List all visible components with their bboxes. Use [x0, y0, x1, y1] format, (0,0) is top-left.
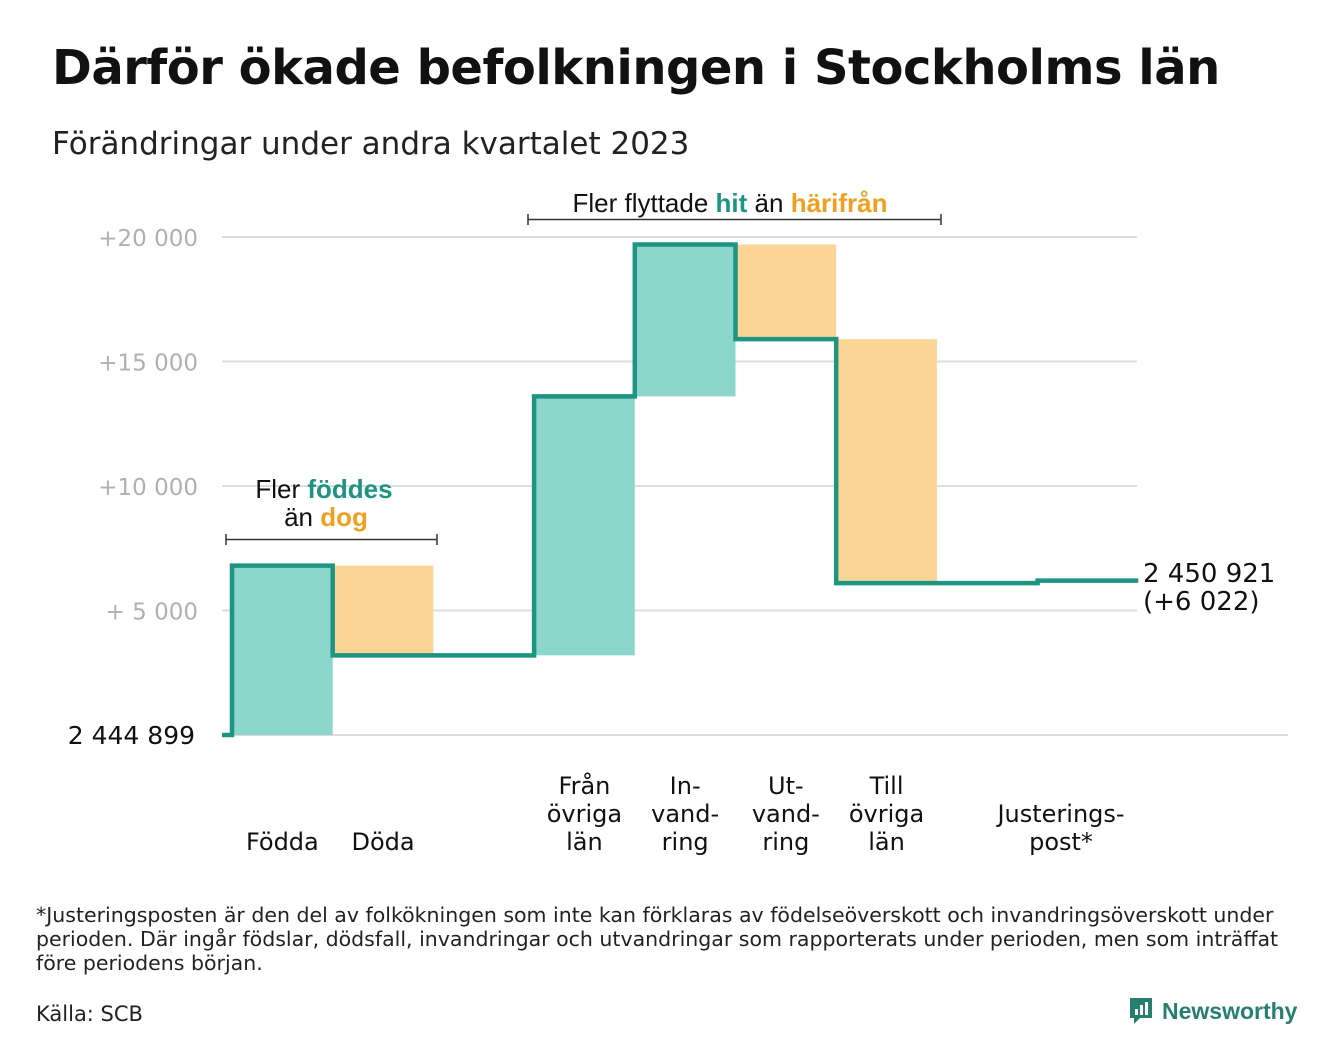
annotation-bracket-births — [225, 534, 438, 545]
y-tick-label: + 5 000 — [106, 600, 198, 626]
bar-decrease — [735, 244, 837, 340]
footnote: *Justeringsposten är den del av folkökni… — [36, 903, 1279, 975]
category-label: Justerings- — [995, 800, 1124, 828]
chart-bubble-icon — [1130, 998, 1152, 1024]
source-label: Källa: SCB — [36, 1002, 143, 1026]
category-label: ring — [662, 828, 709, 856]
category-label: In- — [670, 772, 701, 800]
waterfall-chart: +20 000 +15 000 +10 000 + 5 000 2 444 899 2 4… — [68, 188, 1288, 856]
bar-increase — [534, 396, 635, 656]
bar-increase — [634, 244, 736, 397]
y-tick-label: +15 000 — [98, 351, 198, 377]
annotation-migration: Fler flyttade hit än härifrån — [572, 188, 887, 218]
brand-name: Newsworthy — [1162, 997, 1298, 1024]
category-label: Döda — [351, 828, 414, 856]
end-change-label: (+6 022) — [1143, 587, 1260, 617]
category-label: Ut- — [768, 772, 804, 800]
category-label: vand- — [651, 800, 719, 828]
y-tick-label: +20 000 — [98, 226, 198, 252]
category-label: övriga — [849, 800, 924, 828]
annotation-bracket-migration — [527, 214, 942, 225]
annotation-births-line1: Fler föddes — [255, 474, 392, 504]
bar-decrease — [332, 565, 434, 656]
bar-decrease — [836, 339, 937, 584]
category-label: ring — [762, 828, 809, 856]
cumulative-step-line — [222, 242, 1139, 738]
y-tick-label: +10 000 — [98, 475, 198, 501]
brand-logo: Newsworthy — [1128, 996, 1297, 1026]
bar-increase — [232, 565, 333, 735]
chart-title: Därför ökade befolkningen i Stockholms l… — [52, 40, 1220, 96]
category-label: län — [868, 828, 905, 856]
end-value-label: 2 450 921 — [1143, 559, 1275, 589]
category-label: län — [566, 828, 603, 856]
category-label: post* — [1029, 828, 1093, 856]
category-label: övriga — [547, 800, 622, 828]
chart-subtitle: Förändringar under andra kvartalet 2023 — [52, 126, 690, 162]
category-label: Från — [559, 771, 611, 800]
start-value-label: 2 444 899 — [68, 721, 195, 750]
annotation-births-line2: än dog — [284, 502, 368, 532]
category-label: Födda — [246, 828, 319, 856]
category-label: vand- — [752, 800, 820, 828]
category-label: Till — [869, 772, 904, 800]
